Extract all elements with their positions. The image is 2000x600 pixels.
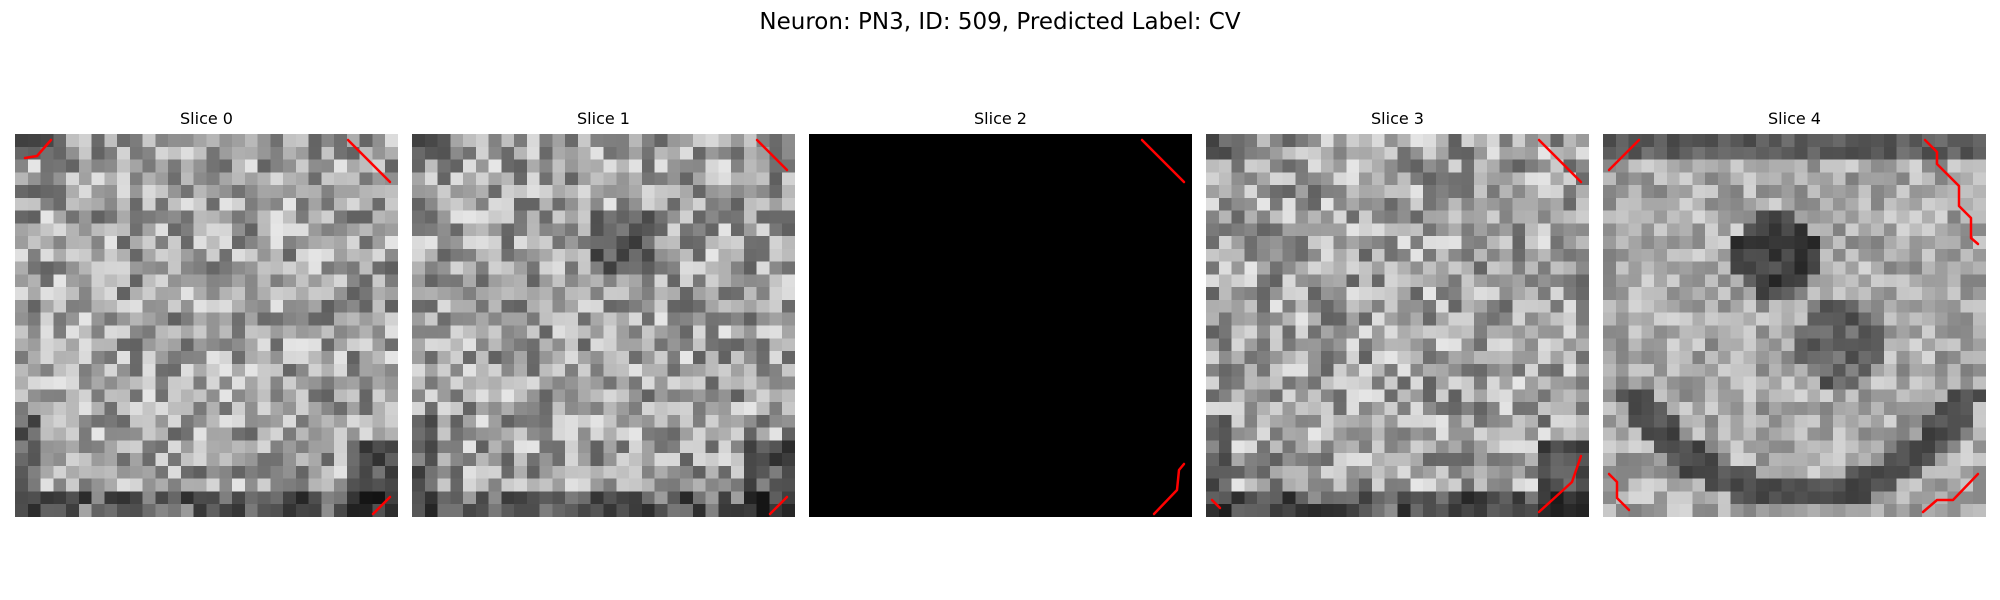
slice-image	[15, 134, 398, 517]
slice-title: Slice 3	[1371, 109, 1424, 128]
slice-title: Slice 1	[577, 109, 630, 128]
slice-title: Slice 0	[180, 109, 233, 128]
slice-title: Slice 4	[1768, 109, 1821, 128]
slice-image	[412, 134, 795, 517]
slice-image	[1603, 134, 1986, 517]
slice-image	[809, 134, 1192, 517]
slice-title: Slice 2	[974, 109, 1027, 128]
slice-image	[1206, 134, 1589, 517]
figure-title: Neuron: PN3, ID: 509, Predicted Label: C…	[759, 9, 1241, 35]
